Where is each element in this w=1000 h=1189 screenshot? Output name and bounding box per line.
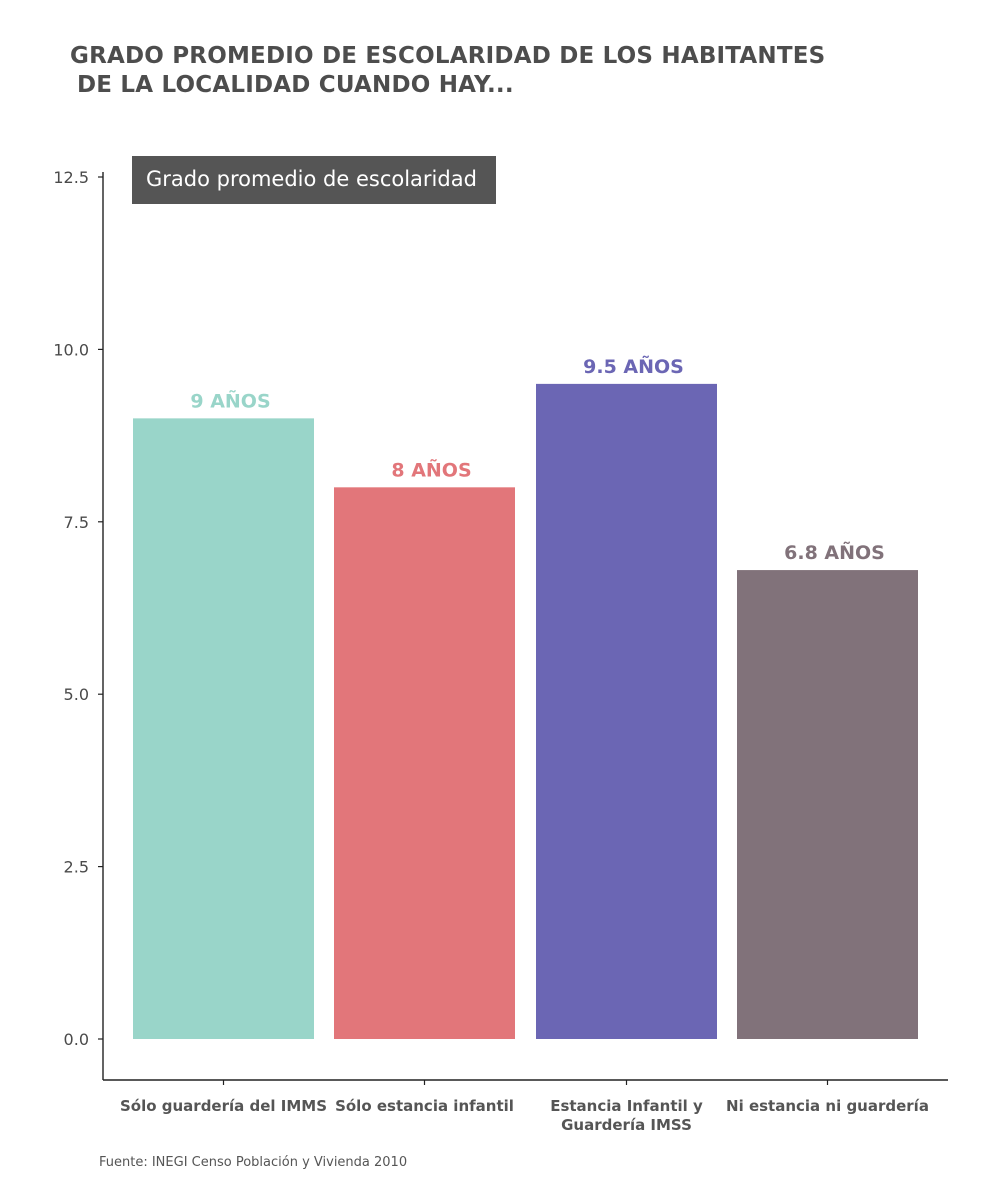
x-tick-label: Sólo guardería del IMMS [120,1097,327,1115]
bar-value-label: 9 AÑOS [190,388,270,412]
y-tick-label: 0.0 [64,1030,89,1049]
y-tick-label: 7.5 [64,513,89,532]
x-tick-label: Sólo estancia infantil [335,1097,514,1115]
x-tick-label: Estancia Infantil y [550,1097,703,1115]
bar [536,383,717,1039]
source-note: Fuente: INEGI Censo Población y Vivienda… [99,1155,408,1170]
x-tick-label: Ni estancia ni guardería [726,1097,929,1115]
legend-box [132,156,496,204]
bar [737,570,918,1039]
chart-title: GRADO PROMEDIO DE ESCOLARIDAD DE LOS HAB… [70,42,825,100]
chart-title-line-1: GRADO PROMEDIO DE ESCOLARIDAD DE LOS HAB… [70,43,826,69]
y-tick-label: 10.0 [53,340,89,359]
chart-title-line-2: DE LA LOCALIDAD CUANDO HAY... [77,72,514,98]
bar-value-label: 8 AÑOS [391,457,471,481]
bar-value-label: 9.5 AÑOS [583,354,684,378]
legend-label: Grado promedio de escolaridad [146,167,477,191]
bar [334,487,515,1039]
x-tick-label: Guardería IMSS [561,1116,692,1134]
y-tick-label: 2.5 [64,858,89,877]
y-tick-label: 5.0 [64,685,89,704]
bar-chart: 0.0 2.5 5.0 7.5 10.0 12.5 9 AÑOS Sólo guardería… [53,156,948,1134]
bar [133,418,314,1039]
y-tick-label: 12.5 [53,168,89,187]
bar-value-label: 6.8 AÑOS [784,540,885,564]
